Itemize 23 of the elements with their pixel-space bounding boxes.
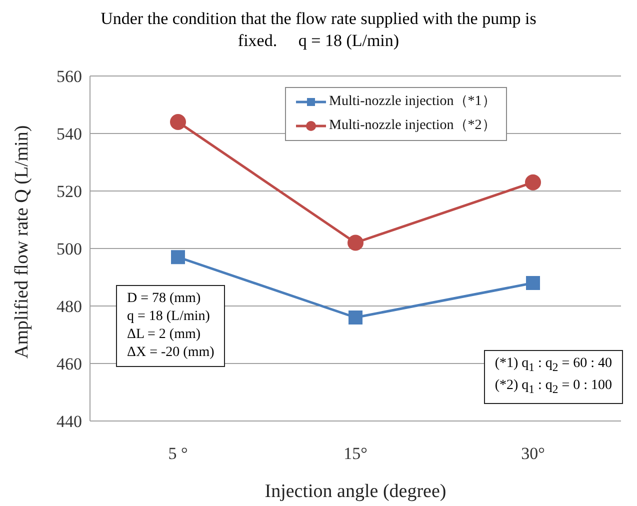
y-axis-title: Amplified flow rate Q (L/min)	[12, 125, 33, 358]
y-tick-label: 560	[56, 67, 82, 86]
chart-title: Under the condition that the flow rate supplied with the pump is fixed. q = 18 (L/min)	[100, 8, 538, 52]
point	[171, 250, 185, 264]
point	[348, 234, 364, 251]
y-tick-label: 440	[56, 412, 82, 432]
y-tick-label: 480	[56, 297, 82, 316]
x-tick-label: 5 °	[168, 444, 188, 464]
y-tick-label: 460	[56, 354, 82, 374]
y-tick-label: 540	[56, 124, 82, 144]
text: (*1) q$_{1}$ : q$_{2}$ = 60 : 40 (*2) q$_{1}$ : q$_{2}$ = 0 : 100	[494, 356, 612, 396]
annotation: D = 78 (mm) q = 18 (L/min) ΔL = 2 (mm) ΔX = -20 (mm)	[116, 285, 226, 367]
x-tick-label: 30°	[521, 444, 545, 464]
y-tick-label: 500	[56, 240, 82, 259]
legend-label: Multi-nozzle injection（*1）	[329, 93, 496, 111]
x-axis-title: Injection angle (degree)	[264, 481, 446, 502]
point	[526, 276, 540, 290]
point	[348, 310, 362, 324]
point	[525, 174, 541, 190]
legend-label: Multi-nozzle injection（*2）	[329, 117, 496, 135]
y-tick-label: 520	[56, 182, 82, 202]
x-tick-label: 15°	[344, 444, 368, 464]
point	[170, 114, 186, 130]
